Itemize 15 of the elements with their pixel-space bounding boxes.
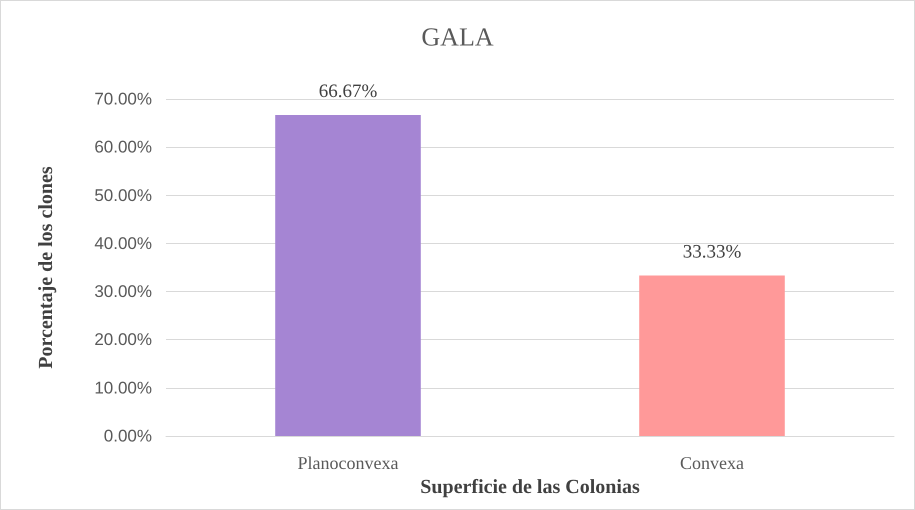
y-tick-label: 40.00% [94,234,152,253]
x-tick-label: Planoconvexa [298,453,398,473]
y-tick-label: 30.00% [94,282,152,302]
data-label: 66.67% [318,81,378,102]
x-tick-label: Convexa [680,453,744,473]
y-tick-label: 10.00% [94,378,152,398]
y-tick-label: 20.00% [94,330,152,350]
y-tick-label: 70.00% [94,90,152,108]
x-axis-title: Superficie de las Colonias [420,476,640,498]
chart-title: GALA [421,22,494,52]
y-tick-label: 50.00% [94,186,152,205]
data-label: 33.33% [682,242,742,263]
y-tick-label: 0.00% [104,426,152,446]
y-axis-title: Porcentaje de los clones [35,166,57,369]
y-tick-label: 60.00% [94,138,152,157]
